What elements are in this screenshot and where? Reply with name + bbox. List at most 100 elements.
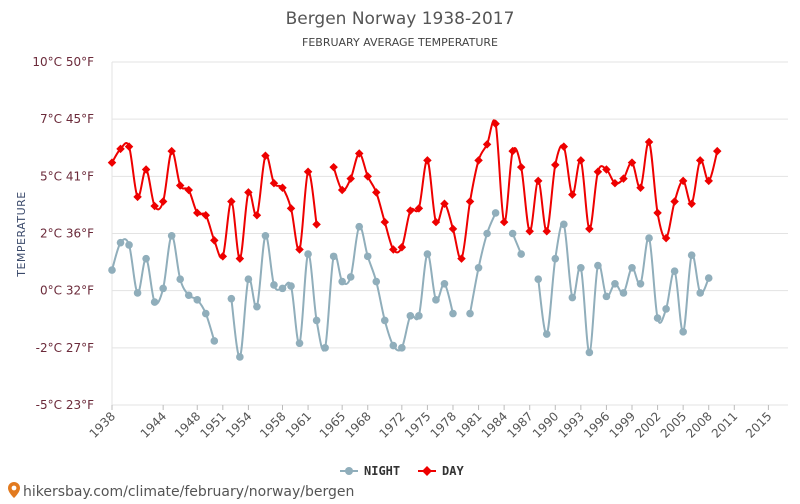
- data-point-day: [337, 185, 347, 195]
- data-point-night: [628, 264, 636, 272]
- series-night: [108, 209, 713, 361]
- data-point-day: [499, 217, 509, 227]
- data-point-night: [653, 314, 662, 322]
- data-point-night: [398, 344, 406, 352]
- data-point-night: [645, 234, 653, 242]
- data-point-day: [397, 242, 407, 252]
- data-point-day: [201, 210, 211, 220]
- data-point-day: [440, 199, 449, 209]
- legend-night-label: NIGHT: [364, 464, 400, 478]
- data-point-night: [167, 231, 176, 240]
- data-point-day: [210, 236, 219, 245]
- x-tick-label: 1954: [223, 409, 254, 440]
- data-point-day: [516, 162, 526, 172]
- data-point-day: [133, 192, 142, 202]
- data-point-day: [158, 197, 168, 206]
- y-tick-label: 10°C 50°F: [32, 55, 94, 69]
- x-tick-label: 2011: [709, 409, 740, 440]
- data-point-day: [116, 144, 125, 154]
- x-tick-label: 1951: [197, 409, 228, 440]
- data-point-night: [432, 296, 440, 304]
- x-tick-label: 2008: [683, 409, 714, 440]
- x-tick-label: 1978: [428, 409, 459, 440]
- data-point-day: [175, 181, 185, 190]
- data-point-night: [440, 280, 449, 288]
- data-point-night: [551, 254, 560, 263]
- x-tick-label: 1944: [138, 409, 169, 440]
- data-point-night: [423, 250, 432, 258]
- data-point-day: [542, 226, 551, 236]
- data-point-night: [670, 267, 679, 276]
- y-tick-label: 7°C 45°F: [40, 112, 94, 126]
- x-tick-label: 1958: [257, 409, 288, 440]
- data-point-day: [346, 174, 355, 183]
- data-point-night: [619, 289, 628, 297]
- data-point-night: [687, 251, 696, 260]
- data-point-night: [227, 294, 236, 303]
- data-point-day: [474, 156, 483, 165]
- x-tick-label: 1948: [172, 409, 203, 440]
- data-point-day: [286, 204, 296, 213]
- data-point-day: [585, 224, 594, 234]
- data-point-night: [696, 289, 704, 297]
- data-point-day: [713, 146, 722, 156]
- data-point-day: [372, 188, 381, 197]
- chart-title: Bergen Norway 1938-2017: [286, 9, 515, 29]
- data-point-night: [142, 254, 150, 263]
- x-tick-label: 1972: [376, 409, 407, 440]
- x-tick-label: 1938: [87, 409, 118, 440]
- data-point-day: [252, 210, 262, 220]
- series-lines: [107, 119, 722, 361]
- x-tick-label: 1968: [342, 409, 373, 440]
- data-point-day: [278, 183, 287, 193]
- x-tick-label: 2005: [658, 409, 689, 440]
- data-point-day: [533, 176, 543, 186]
- data-point-night: [312, 316, 321, 325]
- data-point-day: [167, 146, 176, 156]
- data-point-day: [193, 208, 202, 218]
- legend-night-marker: [345, 467, 353, 475]
- location-pin-icon: [8, 482, 20, 498]
- data-point-night: [133, 289, 142, 297]
- data-point-night: [116, 238, 125, 247]
- data-point-night: [560, 220, 568, 229]
- data-point-night: [466, 309, 474, 318]
- data-point-night: [150, 298, 159, 306]
- data-point-night: [372, 277, 381, 286]
- footer-url-link[interactable]: hikersbay.com/climate/february/norway/be…: [23, 484, 354, 500]
- data-point-night: [389, 341, 398, 350]
- data-point-night: [261, 231, 270, 240]
- y-tick-label: -5°C 23°F: [36, 398, 94, 412]
- data-point-night: [193, 296, 202, 304]
- data-point-night: [577, 264, 585, 272]
- data-point-day: [303, 167, 313, 177]
- data-point-night: [585, 348, 594, 357]
- footer: hikersbay.com/climate/february/norway/be…: [8, 482, 354, 500]
- data-point-night: [594, 261, 602, 270]
- data-point-night: [704, 274, 713, 282]
- data-point-night: [542, 330, 551, 338]
- data-point-day: [644, 137, 654, 147]
- data-point-day: [431, 217, 441, 227]
- data-point-night: [517, 250, 525, 258]
- data-point-day: [448, 224, 458, 234]
- y-tick-label: 2°C 36°F: [40, 227, 94, 241]
- data-point-day: [244, 188, 253, 197]
- data-point-night: [363, 252, 372, 261]
- data-point-night: [304, 250, 312, 258]
- x-tick-label: 2015: [743, 409, 774, 440]
- data-point-night: [406, 312, 415, 320]
- data-point-day: [312, 220, 321, 229]
- legend-day-marker: [422, 466, 432, 476]
- data-point-night: [662, 305, 670, 313]
- data-point-day: [261, 151, 270, 160]
- y-tick-label: 5°C 41°F: [40, 169, 94, 183]
- y-tick-label: 0°C 32°F: [40, 284, 94, 298]
- x-tick-label: 1993: [555, 409, 586, 440]
- data-point-day: [363, 172, 372, 181]
- data-point-day: [414, 204, 424, 213]
- data-point-night: [474, 264, 483, 272]
